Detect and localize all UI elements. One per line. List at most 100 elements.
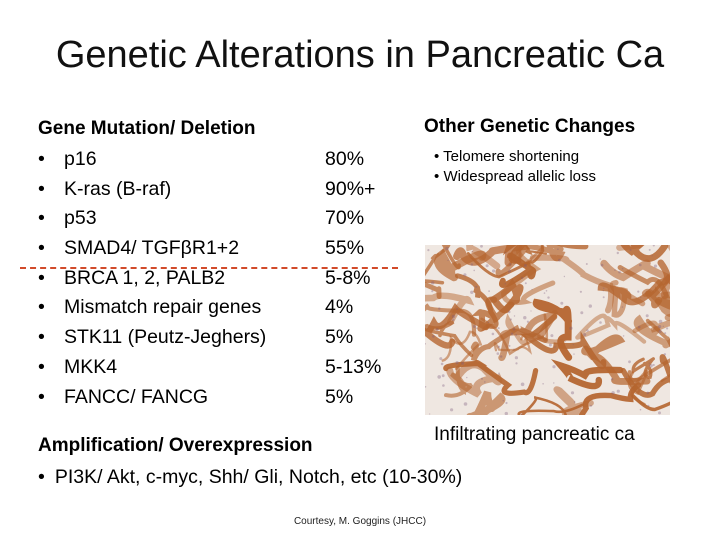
cell-nucleus [520, 382, 525, 387]
stained-gland-strand [620, 354, 670, 398]
cell-nucleus [470, 263, 474, 266]
gene-name: K-ras (B-raf) [64, 177, 172, 200]
cell-nucleus [440, 362, 444, 366]
cell-nucleus [524, 282, 527, 285]
bullet-icon: • [38, 385, 45, 408]
gene-item: • Mismatch repair genes 4% [38, 293, 408, 323]
cell-nucleus [664, 332, 667, 335]
cell-nucleus [523, 264, 527, 267]
cell-nucleus [645, 314, 649, 318]
cell-nucleus [438, 307, 441, 310]
cell-nucleus [507, 310, 511, 314]
cell-nucleus [564, 340, 566, 342]
cell-nucleus [487, 321, 490, 324]
stained-gland-strand [511, 245, 548, 256]
other-change-item: • Telomere shortening [434, 147, 596, 167]
bullet-icon: • [38, 207, 45, 230]
bullet-icon: • [38, 326, 45, 349]
stained-gland-strand [493, 334, 533, 355]
cell-nucleus [596, 377, 598, 379]
gene-mutation-list: • p16 80% • K-ras (B-raf) 90%+ • p53 70%… [38, 145, 408, 412]
cell-nucleus [588, 304, 592, 308]
gene-item: • SMAD4/ TGFβR1+2 55% [38, 234, 408, 264]
stained-gland-strand [529, 254, 615, 314]
cell-nucleus [616, 251, 619, 255]
cell-nucleus [653, 264, 658, 268]
cell-nucleus [463, 273, 467, 277]
cell-nucleus [431, 281, 435, 285]
cell-nucleus [496, 352, 500, 355]
cell-nucleus [531, 288, 533, 291]
other-changes-heading: Other Genetic Changes [424, 116, 636, 137]
cell-nucleus [626, 376, 628, 378]
cell-nucleus [451, 314, 456, 319]
cell-nucleus [640, 296, 642, 299]
cell-nucleus [658, 411, 661, 415]
cell-nucleus [514, 356, 518, 360]
gene-item: • STK11 (Peutz-Jeghers) 5% [38, 323, 408, 353]
bullet-icon: • [38, 355, 45, 378]
cell-nucleus [637, 325, 641, 329]
cell-nucleus [505, 401, 508, 405]
cell-nucleus [600, 263, 604, 267]
cell-nucleus [472, 325, 476, 328]
cell-nucleus [521, 276, 524, 279]
cell-nucleus [484, 381, 486, 383]
stained-gland-strand [466, 245, 501, 270]
gene-frequency: 5% [325, 385, 354, 408]
cell-nucleus [441, 374, 445, 378]
gene-name: Mismatch repair genes [64, 296, 262, 319]
stained-gland-strand [578, 382, 642, 415]
cell-nucleus [442, 384, 445, 387]
stained-gland-strand [425, 245, 461, 285]
gene-name: MKK4 [64, 355, 118, 378]
cell-nucleus [648, 248, 651, 251]
amplification-heading: Amplification/ Overexpression [38, 435, 313, 456]
cell-nucleus [652, 363, 655, 367]
stained-gland-strand [581, 334, 651, 385]
stained-gland-strand [617, 265, 670, 310]
cell-nucleus [579, 290, 582, 293]
gene-item: • p53 70% [38, 204, 408, 234]
cell-nucleus [585, 263, 588, 265]
cell-nucleus [432, 335, 435, 338]
stained-gland-strand [466, 245, 545, 279]
dashed-divider [20, 267, 398, 269]
stained-gland-strand [495, 245, 566, 277]
stained-gland-strand [550, 359, 624, 390]
stained-gland-strand [425, 320, 474, 358]
cell-nucleus [580, 311, 584, 315]
cell-nucleus [621, 306, 624, 308]
other-change-item: • Widespread allelic loss [434, 167, 596, 187]
gene-frequency: 5% [325, 326, 354, 349]
cell-nucleus [509, 318, 512, 321]
cell-nucleus [488, 290, 490, 292]
cell-nucleus [651, 255, 653, 257]
cell-nucleus [431, 290, 434, 293]
histology-stain-pattern [425, 245, 670, 415]
gene-name: STK11 (Peutz-Jeghers) [64, 326, 267, 349]
cell-nucleus [563, 275, 566, 278]
cell-nucleus [523, 316, 527, 320]
cell-nucleus [647, 404, 650, 407]
gene-frequency: 4% [325, 296, 354, 319]
gene-frequency: 90%+ [325, 177, 376, 200]
cell-nucleus [603, 287, 605, 289]
cell-nucleus [473, 269, 475, 272]
gene-item: • FANCC/ FANCG 5% [38, 383, 408, 413]
histology-image [425, 245, 670, 415]
cell-nucleus [628, 360, 631, 364]
cell-nucleus [504, 252, 507, 254]
cell-nucleus [425, 386, 427, 388]
stained-gland-strand [434, 248, 487, 282]
cell-nucleus [520, 413, 523, 415]
other-changes-list: • Telomere shortening • Widespread allel… [434, 147, 596, 187]
cell-nucleus [508, 269, 512, 273]
gene-item: • MKK4 5-13% [38, 353, 408, 383]
cell-nucleus [662, 325, 664, 327]
cell-nucleus [648, 362, 650, 364]
cell-nucleus [445, 246, 449, 251]
cell-nucleus [447, 259, 449, 262]
gene-frequency: 55% [325, 237, 365, 260]
cell-nucleus [492, 269, 496, 273]
